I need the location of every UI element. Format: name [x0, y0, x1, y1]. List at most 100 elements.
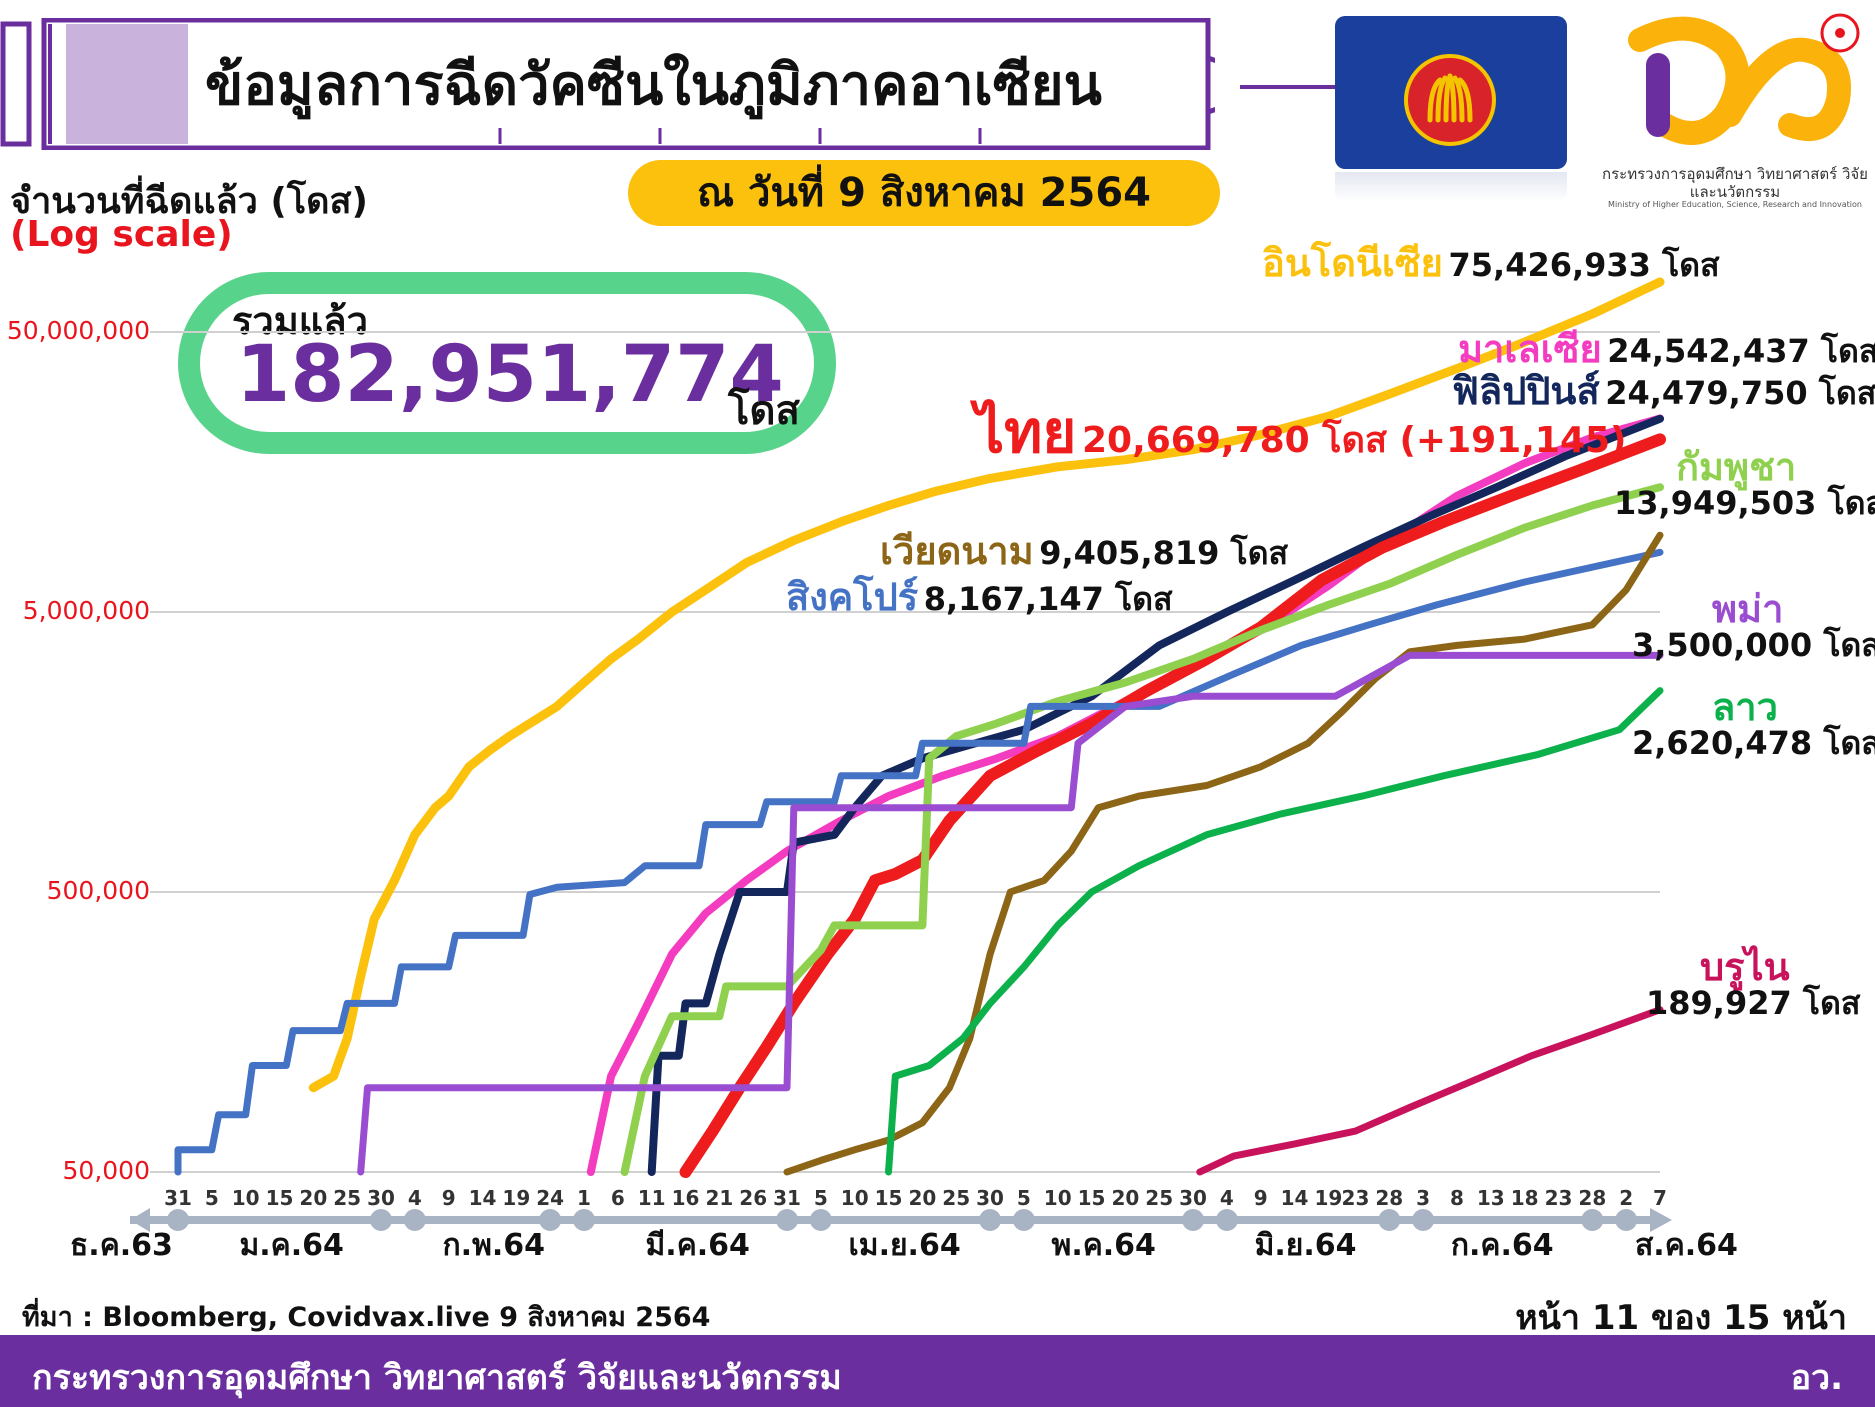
series-line: [679, 433, 1666, 1178]
ministry-name-th: กระทรวงการอุดมศึกษา วิทยาศาสตร์ วิจัยและ…: [1602, 165, 1868, 201]
series-name: ฟิลิปปินส์: [1452, 369, 1600, 413]
page-title: ข้อมูลการฉีดวัคซีนในภูมิภาคอาเซียน: [205, 53, 1102, 118]
y-tick-label: 50,000: [62, 1156, 150, 1185]
x-tick-label: 15: [1077, 1186, 1106, 1210]
month-divider-dot: [809, 1209, 832, 1231]
series-line: [783, 531, 1664, 1176]
x-tick-label: 24: [536, 1186, 565, 1210]
month-label: ก.ค.64: [1450, 1228, 1554, 1263]
total-laos: 2,620,478 โดส: [1632, 724, 1875, 762]
total-value: 182,951,774: [236, 330, 784, 420]
x-tick-label: 18: [1510, 1186, 1539, 1210]
month-label: ธ.ค.63: [70, 1228, 173, 1263]
x-tick-label: 10: [1043, 1186, 1072, 1210]
x-tick-label: 3: [1416, 1186, 1431, 1210]
series-total: 9,405,819 โดส: [1039, 534, 1289, 572]
x-tick-label: 4: [407, 1186, 422, 1210]
month-divider-dot: [573, 1209, 596, 1231]
x-tick-label: 30: [367, 1186, 395, 1210]
x-tick-label: 21: [705, 1186, 734, 1210]
series-name: กัมพูชา: [1676, 445, 1797, 489]
series-total: 24,542,437 โดส: [1607, 332, 1875, 370]
series-name: เวียดนาม: [880, 529, 1034, 573]
x-tick-label: 30: [1179, 1186, 1207, 1210]
x-tick-label: 20: [1111, 1186, 1140, 1210]
x-axis-arrow-right: [1650, 1208, 1672, 1232]
series-line: [357, 651, 1664, 1176]
y-tick-label: 50,000,000: [6, 316, 150, 345]
x-tick-label: 10: [231, 1186, 260, 1210]
date-badge: ณ วันที่ 9 สิงหาคม 2564: [628, 160, 1220, 226]
total-brunei: 189,927 โดส: [1646, 984, 1861, 1022]
x-tick-label: 15: [874, 1186, 903, 1210]
x-tick-label: 8: [1450, 1186, 1464, 1210]
label-thailand: ไทย 20,669,780 โดส (+191,145): [975, 385, 1627, 478]
series-line: [620, 483, 1664, 1176]
footer-org-short: อว.: [1790, 1358, 1843, 1398]
vaccination-line-chart: [130, 277, 1672, 1232]
asean-emblem-icon: [1404, 54, 1496, 146]
x-tick-label: 14: [468, 1186, 497, 1210]
series-total: 8,167,147 โดส: [923, 580, 1173, 618]
x-tick-label: 13: [1476, 1186, 1505, 1210]
ministry-name-en: Ministry of Higher Education, Science, R…: [1608, 200, 1862, 209]
x-tick-label: 16: [671, 1186, 700, 1210]
x-tick-label: 20: [908, 1186, 937, 1210]
x-tick-label: 30: [976, 1186, 1004, 1210]
x-tick-label: 23: [1341, 1186, 1370, 1210]
series-total: 24,479,750 โดส: [1605, 374, 1875, 412]
x-tick-label: 1: [577, 1186, 591, 1210]
total-unit: โดส: [728, 388, 800, 434]
x-tick-label: 19: [502, 1186, 531, 1210]
month-divider-dot: [370, 1209, 393, 1231]
x-tick-label: 9: [441, 1186, 456, 1210]
series-line: [308, 277, 1665, 1093]
x-tick-label: 5: [813, 1186, 828, 1210]
month-divider-dot: [539, 1209, 562, 1231]
month-divider-dot: [776, 1209, 799, 1231]
x-tick-label: 28: [1375, 1186, 1404, 1210]
x-tick-label: 5: [1016, 1186, 1031, 1210]
x-tick-label: 19: [1314, 1186, 1343, 1210]
footer-org: กระทรวงการอุดมศึกษา วิทยาศาสตร์ วิจัยและ…: [32, 1358, 842, 1398]
month-label: มิ.ย.64: [1254, 1228, 1357, 1263]
series-name: มาเลเซีย: [1458, 327, 1602, 371]
total-cambodia: 13,949,503 โดส: [1614, 484, 1875, 522]
x-tick-label: 31: [773, 1186, 801, 1210]
x-tick-label: 28: [1578, 1186, 1607, 1210]
label-myanmar: พม่า: [1712, 587, 1784, 631]
y-tick-label: 5,000,000: [22, 596, 150, 625]
series-line: [885, 687, 1664, 1176]
x-tick-label: 25: [1145, 1186, 1174, 1210]
page-indicator: หน้า 11 ของ 15 หน้า: [1515, 1298, 1847, 1338]
total-myanmar: 3,500,000 โดส: [1632, 626, 1875, 664]
series-total: 20,669,780 โดส (+191,145): [1081, 420, 1627, 461]
month-divider-dot: [1012, 1209, 1035, 1231]
label-laos: ลาว: [1712, 685, 1778, 729]
x-tick-label: 25: [333, 1186, 362, 1210]
x-tick-label: 11: [637, 1186, 666, 1210]
series-name: ไทย: [975, 398, 1077, 466]
month-label: พ.ค.64: [1051, 1228, 1156, 1263]
x-tick-label: 4: [1219, 1186, 1234, 1210]
label-indonesia: อินโดนีเซีย 75,426,933 โดส: [1262, 232, 1720, 293]
asean-flag-reflection: [1335, 172, 1567, 202]
month-divider-dot: [1615, 1209, 1638, 1231]
mhesi-logo: [1628, 13, 1860, 145]
total-doses-box: [178, 272, 836, 454]
x-tick-label: 10: [840, 1186, 869, 1210]
x-axis-arrow-left: [130, 1208, 150, 1232]
x-tick-label: 6: [610, 1186, 625, 1210]
month-divider-dot: [403, 1209, 426, 1231]
label-vietnam: เวียดนาม 9,405,819 โดส: [880, 520, 1288, 581]
total-label: รวมแล้ว: [232, 299, 368, 343]
month-divider-dot: [1412, 1209, 1435, 1231]
month-divider-dot: [1378, 1209, 1401, 1231]
syringe-banner: [0, 18, 1215, 150]
x-tick-label: 25: [942, 1186, 971, 1210]
month-divider-dot: [1182, 1209, 1205, 1231]
month-label: ก.พ.64: [442, 1228, 545, 1263]
label-brunei: บรูไน: [1700, 945, 1790, 989]
y-tick-label: 500,000: [46, 876, 150, 905]
x-tick-label: 14: [1280, 1186, 1309, 1210]
